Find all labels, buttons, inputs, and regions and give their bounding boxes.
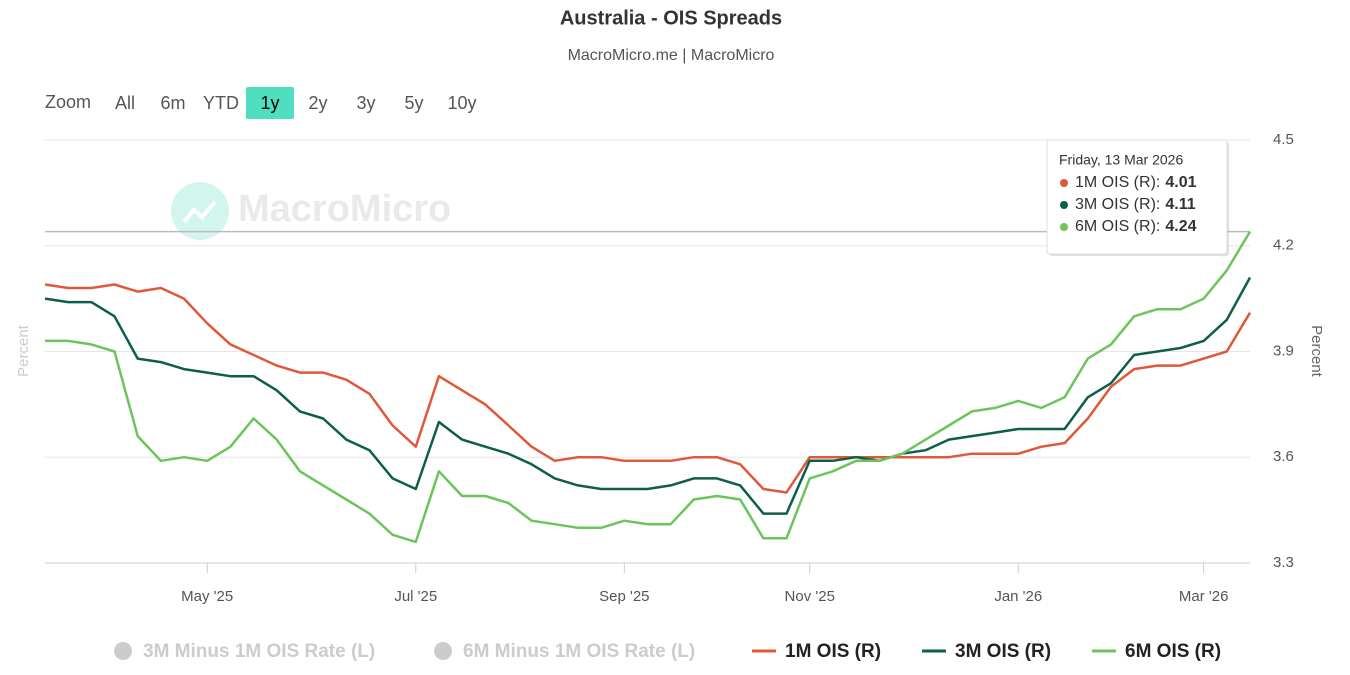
y-tick-label: 3.9	[1273, 342, 1294, 359]
range-button-bg	[246, 87, 294, 119]
range-button-label[interactable]: 6m	[160, 93, 185, 113]
tooltip-value: 4.24	[1165, 218, 1196, 235]
y-axis-title-right: Percent	[1308, 325, 1325, 378]
tooltip-separator: :	[1156, 196, 1160, 213]
legend-label[interactable]: 3M Minus 1M OIS Rate (L)	[143, 641, 375, 662]
y-tick-label: 3.3	[1273, 554, 1294, 571]
tooltip-series-name: 1M OIS (R)	[1075, 174, 1156, 191]
legend-item[interactable]: 3M Minus 1M OIS Rate (L)	[114, 641, 375, 662]
tooltip-separator: :	[1156, 174, 1160, 191]
line-series	[44, 283, 1252, 494]
line-series	[45, 230, 1252, 544]
x-tick-label: Nov '25	[785, 588, 835, 605]
chart-subtitle: MacroMicro.me | MacroMicro	[568, 47, 775, 64]
legend-item[interactable]: 6M OIS (R)	[1092, 641, 1221, 662]
tooltip-value: 4.11	[1165, 196, 1195, 213]
x-tick-label: Jul '25	[394, 588, 437, 605]
legend-item[interactable]: 1M OIS (R)	[752, 641, 881, 662]
range-button[interactable]: 3y	[356, 93, 375, 113]
tooltip-series-name: 3M OIS (R)	[1075, 196, 1156, 213]
range-button[interactable]: 6m	[160, 93, 185, 113]
tooltip-separator: :	[1156, 218, 1160, 235]
x-tick-label: Jan '26	[994, 588, 1042, 605]
watermark: MacroMicro	[171, 182, 451, 240]
range-button-label[interactable]: All	[115, 93, 135, 113]
range-button-label[interactable]: 10y	[447, 93, 476, 113]
y-axis-title-left: Percent	[15, 324, 32, 377]
y-tick-label: 4.2	[1273, 237, 1294, 254]
legend-label[interactable]: 1M OIS (R)	[785, 641, 881, 662]
legend-label[interactable]: 6M Minus 1M OIS Rate (L)	[463, 641, 695, 662]
x-tick-label: Sep '25	[599, 588, 649, 605]
range-button[interactable]: YTD	[203, 93, 239, 113]
watermark-text: MacroMicro	[238, 188, 451, 230]
range-button-label[interactable]: 1y	[260, 93, 279, 113]
range-button[interactable]: 2y	[308, 93, 327, 113]
tooltip-row: 6M OIS (R): 4.24	[1075, 218, 1197, 235]
line-series	[44, 276, 1252, 515]
tooltip-value: 4.01	[1165, 174, 1196, 191]
x-tick-label: Mar '26	[1179, 588, 1229, 605]
tooltip-marker	[1060, 179, 1068, 187]
tooltip-box	[1046, 139, 1228, 255]
x-tick-label: May '25	[181, 588, 233, 605]
range-button-label[interactable]: YTD	[203, 93, 239, 113]
tooltip-row: 3M OIS (R): 4.11	[1075, 196, 1196, 213]
range-button[interactable]: 1y	[246, 87, 294, 119]
watermark-logo	[171, 182, 229, 240]
range-button-label[interactable]: 5y	[404, 93, 423, 113]
legend-symbol	[434, 642, 452, 660]
tooltip-row: 1M OIS (R): 4.01	[1075, 174, 1197, 191]
legend-label[interactable]: 6M OIS (R)	[1125, 641, 1221, 662]
y-tick-label: 4.5	[1273, 131, 1294, 148]
legend: 3M Minus 1M OIS Rate (L) 6M Minus 1M OIS …	[114, 641, 1221, 662]
legend-item[interactable]: 6M Minus 1M OIS Rate (L)	[434, 641, 695, 662]
watermark-icon	[182, 200, 217, 224]
legend-item[interactable]: 3M OIS (R)	[922, 641, 1051, 662]
legend-label[interactable]: 3M OIS (R)	[955, 641, 1051, 662]
range-button[interactable]: 5y	[404, 93, 423, 113]
range-button[interactable]: 10y	[447, 93, 476, 113]
y-tick-label: 3.6	[1273, 448, 1294, 465]
range-button-label[interactable]: 3y	[356, 93, 375, 113]
chart-title: Australia - OIS Spreads	[560, 7, 782, 29]
zoom-label: Zoom	[45, 92, 91, 112]
range-button[interactable]: All	[115, 93, 135, 113]
range-button-label[interactable]: 2y	[308, 93, 327, 113]
tooltip-date: Friday, 13 Mar 2026	[1059, 152, 1183, 168]
tooltip-series-name: 6M OIS (R)	[1075, 218, 1156, 235]
tooltip-marker	[1060, 201, 1068, 209]
legend-symbol	[114, 642, 132, 660]
tooltip-marker	[1060, 223, 1068, 231]
